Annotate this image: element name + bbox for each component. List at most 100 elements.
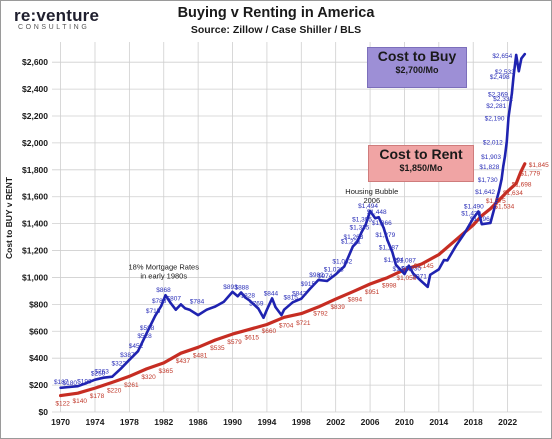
series-data-labels: $187$180 $190$250$263$322 $387 $452 $528$588… [54, 53, 549, 408]
x-tick-label: 2018 [464, 417, 483, 427]
cost-to-buy-point [184, 307, 187, 310]
cost-to-rent-point [128, 375, 131, 378]
cost-to-rent-point [248, 328, 251, 331]
rent-data-label: $535 [210, 345, 225, 352]
cost-to-buy-point [197, 314, 200, 317]
cost-to-buy-point [76, 385, 79, 388]
rent-data-label: $1,056 [397, 275, 417, 282]
x-tick-label: 1990 [223, 417, 242, 427]
buy-data-label: $1,026 [393, 266, 413, 273]
cost-to-buy-point [145, 332, 148, 335]
cost-to-buy-point [188, 308, 191, 311]
buy-data-label: $842 [292, 291, 307, 298]
cost-to-buy-point [231, 290, 234, 293]
y-tick-label: $200 [29, 380, 48, 390]
y-tick-label: $600 [29, 326, 48, 336]
x-tick-label: 1974 [86, 417, 105, 427]
buy-data-label: $1,448 [367, 209, 387, 216]
buy-data-label: $2,369 [488, 91, 508, 98]
x-tick-label: 2006 [361, 417, 380, 427]
rent-data-label: $1,145 [414, 263, 434, 270]
cost-to-buy-point [169, 301, 172, 305]
y-tick-label: $0 [39, 407, 49, 417]
rent-data-label: $998 [382, 283, 397, 290]
cost-to-buy-point [274, 305, 277, 309]
cost-to-rent-point [214, 338, 217, 342]
buy-data-label: $1,094 [384, 257, 404, 264]
cost-to-rent-value: $1,850/Mo [399, 163, 443, 173]
buy-data-label: $1,187 [379, 244, 399, 251]
cost-to-buy-point [505, 140, 508, 143]
buy-data-label: $915 [301, 281, 316, 288]
rent-data-label: $894 [348, 297, 363, 304]
x-tick-label: 1978 [120, 417, 139, 427]
cost-to-buy-point [477, 210, 480, 213]
y-tick-label: $2,400 [22, 84, 48, 94]
cost-to-buy-point [489, 221, 492, 225]
buy-data-label: $893 [223, 284, 238, 291]
cost-to-buy-point [154, 314, 157, 317]
cost-to-rent-point [197, 346, 200, 349]
cost-to-buy-point [446, 259, 449, 262]
cost-to-rent-point [523, 162, 526, 165]
cost-to-buy-point [85, 381, 88, 385]
cost-to-rent-point [93, 386, 97, 390]
y-tick-label: $800 [29, 299, 48, 309]
cost-to-rent-point [506, 190, 509, 193]
cost-to-buy-point [68, 385, 71, 389]
cost-to-buy-callout: Cost to Buy $2,700/Mo [367, 47, 467, 88]
x-tick-label: 2002 [326, 417, 345, 427]
x-tick-label: 1970 [51, 417, 70, 427]
cost-to-rent-point [145, 367, 148, 371]
cost-to-buy-point [291, 301, 294, 304]
buy-data-label: $1,642 [475, 189, 495, 196]
rent-data-label: $1,845 [529, 162, 549, 169]
rent-data-label: $1,779 [520, 171, 540, 178]
buy-data-label: $1,023 [324, 266, 344, 273]
buy-data-label: $1,231 [341, 238, 361, 245]
rent-data-label: $178 [90, 393, 105, 400]
buy-data-label: $788 [152, 298, 167, 305]
rent-data-label: $122 [55, 401, 70, 408]
cost-to-buy-point [308, 287, 311, 290]
cost-to-buy-point [515, 53, 518, 57]
buy-data-label: $180 [63, 380, 78, 387]
buy-data-label: $2,190 [485, 115, 505, 122]
cost-to-rent-point [454, 238, 458, 241]
cost-to-rent-point [368, 282, 372, 286]
y-axis-label: Cost to BUY v RENT [4, 176, 14, 259]
cost-to-rent-point [76, 392, 79, 395]
buy-data-label: $868 [156, 287, 171, 294]
cost-to-rent-point [489, 207, 492, 210]
cost-to-rent-point [472, 223, 475, 227]
buy-data-label: $715 [146, 308, 161, 315]
cost-to-buy-point [472, 217, 475, 220]
cost-to-buy-point [364, 223, 367, 226]
y-tick-label: $2,600 [22, 57, 48, 67]
chart-title: Buying v Renting in America [177, 5, 375, 21]
buy-data-label: $1,903 [481, 154, 501, 161]
cost-to-buy-point [257, 307, 260, 310]
buy-data-label: $322 [112, 361, 127, 368]
cost-to-buy-point [510, 92, 514, 95]
annotation-line-2: in early 1980s [140, 271, 187, 280]
cost-to-buy-point [300, 297, 303, 300]
chart-subtitle: Source: Zillow / Case Shiller / BLS [190, 24, 362, 36]
logo-subtext: CONSULTING [18, 24, 90, 31]
y-tick-label: $2,000 [22, 138, 48, 148]
cost-to-buy-point [283, 308, 286, 311]
series-lines [59, 52, 527, 398]
gridlines [52, 42, 542, 413]
rent-data-label: $1,534 [494, 204, 514, 211]
cost-to-buy-point [128, 358, 131, 361]
cost-to-buy-point [502, 164, 505, 168]
buy-data-label: $1,030 [401, 265, 421, 272]
buy-data-label: $1,730 [478, 177, 498, 184]
rent-data-label: $951 [365, 289, 380, 296]
cost-to-rent-point [497, 198, 501, 202]
cost-to-rent-point [231, 332, 234, 336]
logo-text: re:venture [14, 6, 100, 25]
rent-data-label: $615 [244, 334, 259, 341]
